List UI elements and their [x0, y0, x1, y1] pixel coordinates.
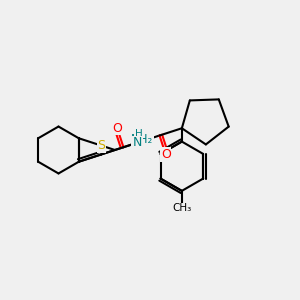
- Text: CH₃: CH₃: [172, 203, 191, 214]
- Text: O: O: [112, 122, 122, 135]
- Text: S: S: [97, 139, 105, 152]
- Text: H: H: [135, 129, 142, 140]
- Text: N: N: [133, 136, 142, 149]
- Text: O: O: [161, 148, 171, 161]
- Text: NH₂: NH₂: [131, 133, 154, 146]
